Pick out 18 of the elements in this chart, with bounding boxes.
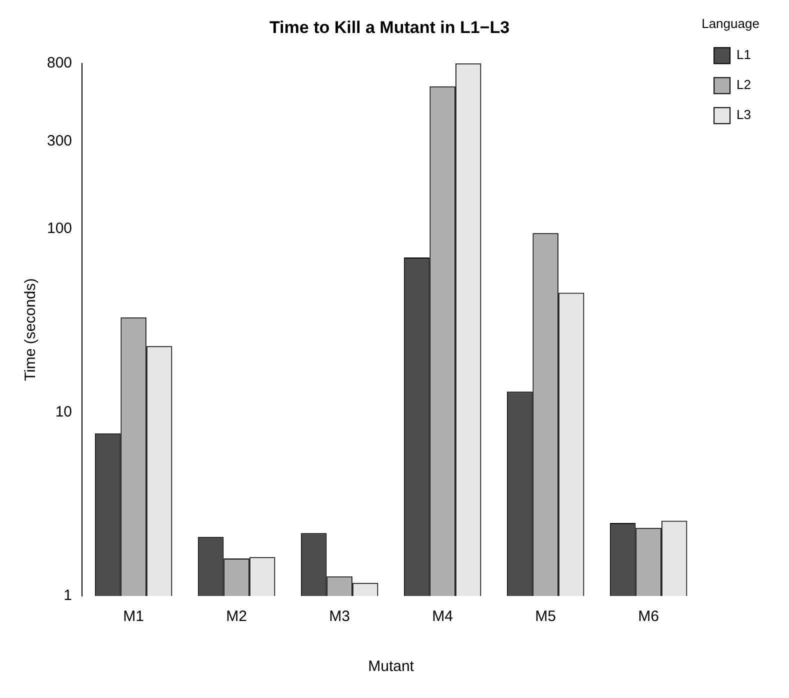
x-tick-label: M6	[638, 608, 659, 626]
legend-label: L1	[736, 47, 752, 62]
x-tick-label: M1	[123, 608, 144, 626]
y-tick-label: 100	[46, 220, 72, 238]
legend-label: L2	[736, 77, 752, 92]
chart-title: Time to Kill a Mutant in L1−L3	[269, 18, 510, 37]
x-tick-label: M3	[329, 608, 350, 626]
y-tick-label: 800	[46, 54, 72, 72]
x-tick-label: M2	[226, 608, 247, 626]
x-axis-title: Mutant	[368, 658, 415, 676]
legend-title: Language	[702, 16, 760, 32]
y-tick-label: 300	[46, 132, 72, 150]
x-tick-label: M4	[432, 608, 453, 626]
legend-label: L3	[736, 107, 752, 122]
y-axis-title: Time (seconds)	[22, 278, 40, 382]
x-tick-label: M5	[535, 608, 556, 626]
y-tick-label: 10	[55, 404, 72, 421]
y-tick-label: 1	[64, 587, 72, 604]
